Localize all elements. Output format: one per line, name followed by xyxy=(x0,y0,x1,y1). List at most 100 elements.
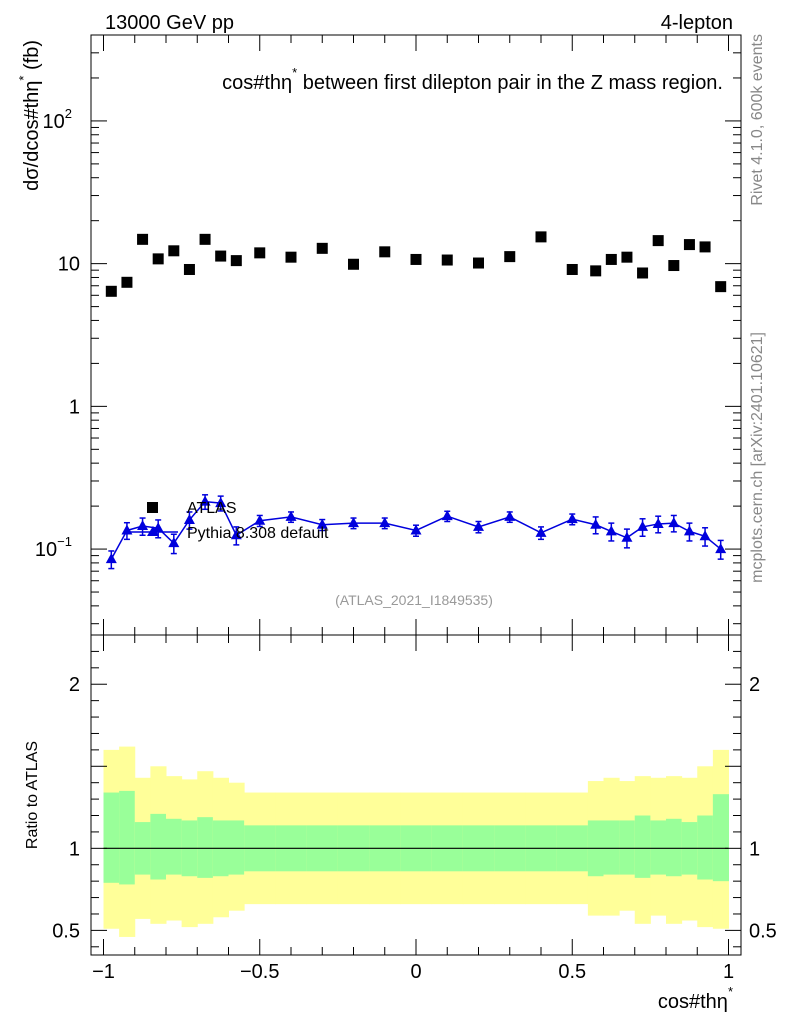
ratio-band-inner-bin xyxy=(228,820,245,875)
atlas-data-point xyxy=(230,255,242,267)
pythia-data-point xyxy=(535,526,547,537)
x-tick-label: 0 xyxy=(410,961,421,983)
ratio-band-inner-bin xyxy=(103,792,120,883)
pythia-data-point xyxy=(230,529,242,540)
pythia-data-point xyxy=(699,530,711,541)
atlas-data-point xyxy=(566,263,578,275)
pythia-data-point xyxy=(199,495,211,506)
atlas-data-point xyxy=(410,253,422,265)
atlas-data-point xyxy=(121,276,133,288)
y-tick-label: 102 xyxy=(43,106,72,133)
y-axis-label-sup: * xyxy=(16,76,31,81)
pythia-data-point xyxy=(105,553,117,564)
y-axis-label: dσ/dcos#thη* (fb) xyxy=(16,40,43,191)
atlas-data-point xyxy=(215,250,227,262)
atlas-data-point xyxy=(504,251,516,263)
data-marks xyxy=(105,231,727,570)
ratio-tick-label: 2 xyxy=(69,674,80,696)
x-axis-label-sup: * xyxy=(728,984,733,999)
pythia-data-point xyxy=(379,517,391,528)
ratio-tick-label-right: 1 xyxy=(749,838,760,860)
pythia-data-point xyxy=(137,520,149,531)
pythia-data-point xyxy=(504,510,516,521)
y-tick-label: 10−1 xyxy=(35,534,72,561)
pythia-data-point xyxy=(566,513,578,524)
legend-pythia-label: Pythia 8.308 default xyxy=(187,525,329,542)
pythia-data-point xyxy=(285,510,297,521)
title-rest: between first dilepton pair in the Z mas… xyxy=(297,72,723,94)
atlas-data-point xyxy=(152,253,164,265)
legend-atlas-marker xyxy=(147,502,158,513)
atlas-data-point xyxy=(683,239,695,251)
ratio-band-inner-bin xyxy=(166,818,183,875)
main-panel-frame xyxy=(90,34,742,636)
pythia-data-point xyxy=(715,543,727,554)
atlas-data-point xyxy=(316,242,328,254)
atlas-data-point xyxy=(441,254,453,266)
atlas-data-point xyxy=(348,258,359,270)
atlas-data-point xyxy=(254,247,266,259)
pythia-data-point xyxy=(152,522,164,533)
atlas-data-point xyxy=(535,231,547,243)
pythia-data-point xyxy=(605,525,617,536)
pythia-data-point xyxy=(254,514,266,525)
legend-pythia-marker xyxy=(147,526,159,536)
atlas-data-point xyxy=(473,257,484,269)
ratio-band-inner-bin xyxy=(650,820,667,875)
atlas-data-point xyxy=(715,281,727,293)
pythia-data-point xyxy=(168,537,180,548)
atlas-data-point xyxy=(621,251,633,263)
energy-label: 13000 GeV pp xyxy=(105,12,234,34)
atlas-data-point xyxy=(285,251,297,263)
legend-atlas-label: ATLAS xyxy=(187,500,237,517)
atlas-data-point xyxy=(605,253,617,265)
pythia-data-point xyxy=(621,531,633,542)
atlas-data-point xyxy=(379,246,391,258)
ratio-band-inner-bin xyxy=(697,815,714,880)
atlas-data-point xyxy=(699,241,711,253)
ratio-band-inner-bin xyxy=(619,820,636,875)
pythia-data-point xyxy=(441,510,453,521)
y-axis-label-main: dσ/dcos#thη xyxy=(21,81,43,191)
plot-axes: −1 −0.5 0 0.5 1 10−1 1 10 102 0.5 0.5 1 1 2 2 xyxy=(35,34,777,983)
ratio-tick-label: 1 xyxy=(69,838,80,860)
atlas-data-point xyxy=(590,265,602,277)
ratio-tick-label-right: 0.5 xyxy=(749,920,777,942)
title-sup: * xyxy=(292,65,297,80)
pythia-data-point xyxy=(473,520,484,531)
ratio-band-inner-bin xyxy=(634,815,651,878)
atlas-data-point xyxy=(668,260,680,272)
x-axis-label: cos#thη* xyxy=(658,984,733,1013)
atlas-data-point xyxy=(105,285,117,297)
ratio-band-inner-bin xyxy=(712,794,729,882)
atlas-data-point xyxy=(183,263,195,275)
plot-title: cos#thη* between first dilepton pair in … xyxy=(222,65,723,94)
x-tick-label: −0.5 xyxy=(240,961,279,983)
pythia-data-point xyxy=(590,518,602,529)
ratio-band-inner-bin xyxy=(119,790,136,885)
y-axis-label-unit: (fb) xyxy=(21,40,43,76)
atlas-data-point xyxy=(652,235,664,247)
pythia-data-point xyxy=(316,518,328,529)
pythia-data-point xyxy=(215,497,227,508)
pythia-data-point xyxy=(410,524,422,535)
y-tick-label: 10 xyxy=(58,254,80,276)
ratio-uncertainty-bands xyxy=(103,746,729,937)
ratio-tick-label: 0.5 xyxy=(52,920,80,942)
pythia-data-point xyxy=(637,520,649,531)
rivet-version-label: Rivet 4.1.0, 600k events xyxy=(749,34,766,206)
atlas-data-point xyxy=(137,233,149,245)
mcplots-source-label: mcplots.cern.ch [arXiv:2401.10621] xyxy=(749,332,766,583)
pythia-data-point xyxy=(683,525,695,536)
analysis-id-label: (ATLAS_2021_I1849535) xyxy=(335,592,493,608)
legend: ATLAS Pythia 8.308 default xyxy=(128,500,329,542)
x-tick-label: 0.5 xyxy=(558,961,586,983)
pythia-data-point xyxy=(183,513,195,524)
atlas-data-point xyxy=(199,233,211,245)
ratio-band-inner-bin xyxy=(666,818,683,877)
channel-label: 4-lepton xyxy=(661,12,733,34)
pythia-data-point xyxy=(668,517,680,528)
atlas-data-point xyxy=(168,245,180,257)
ratio-band-inner-bin xyxy=(197,817,214,878)
